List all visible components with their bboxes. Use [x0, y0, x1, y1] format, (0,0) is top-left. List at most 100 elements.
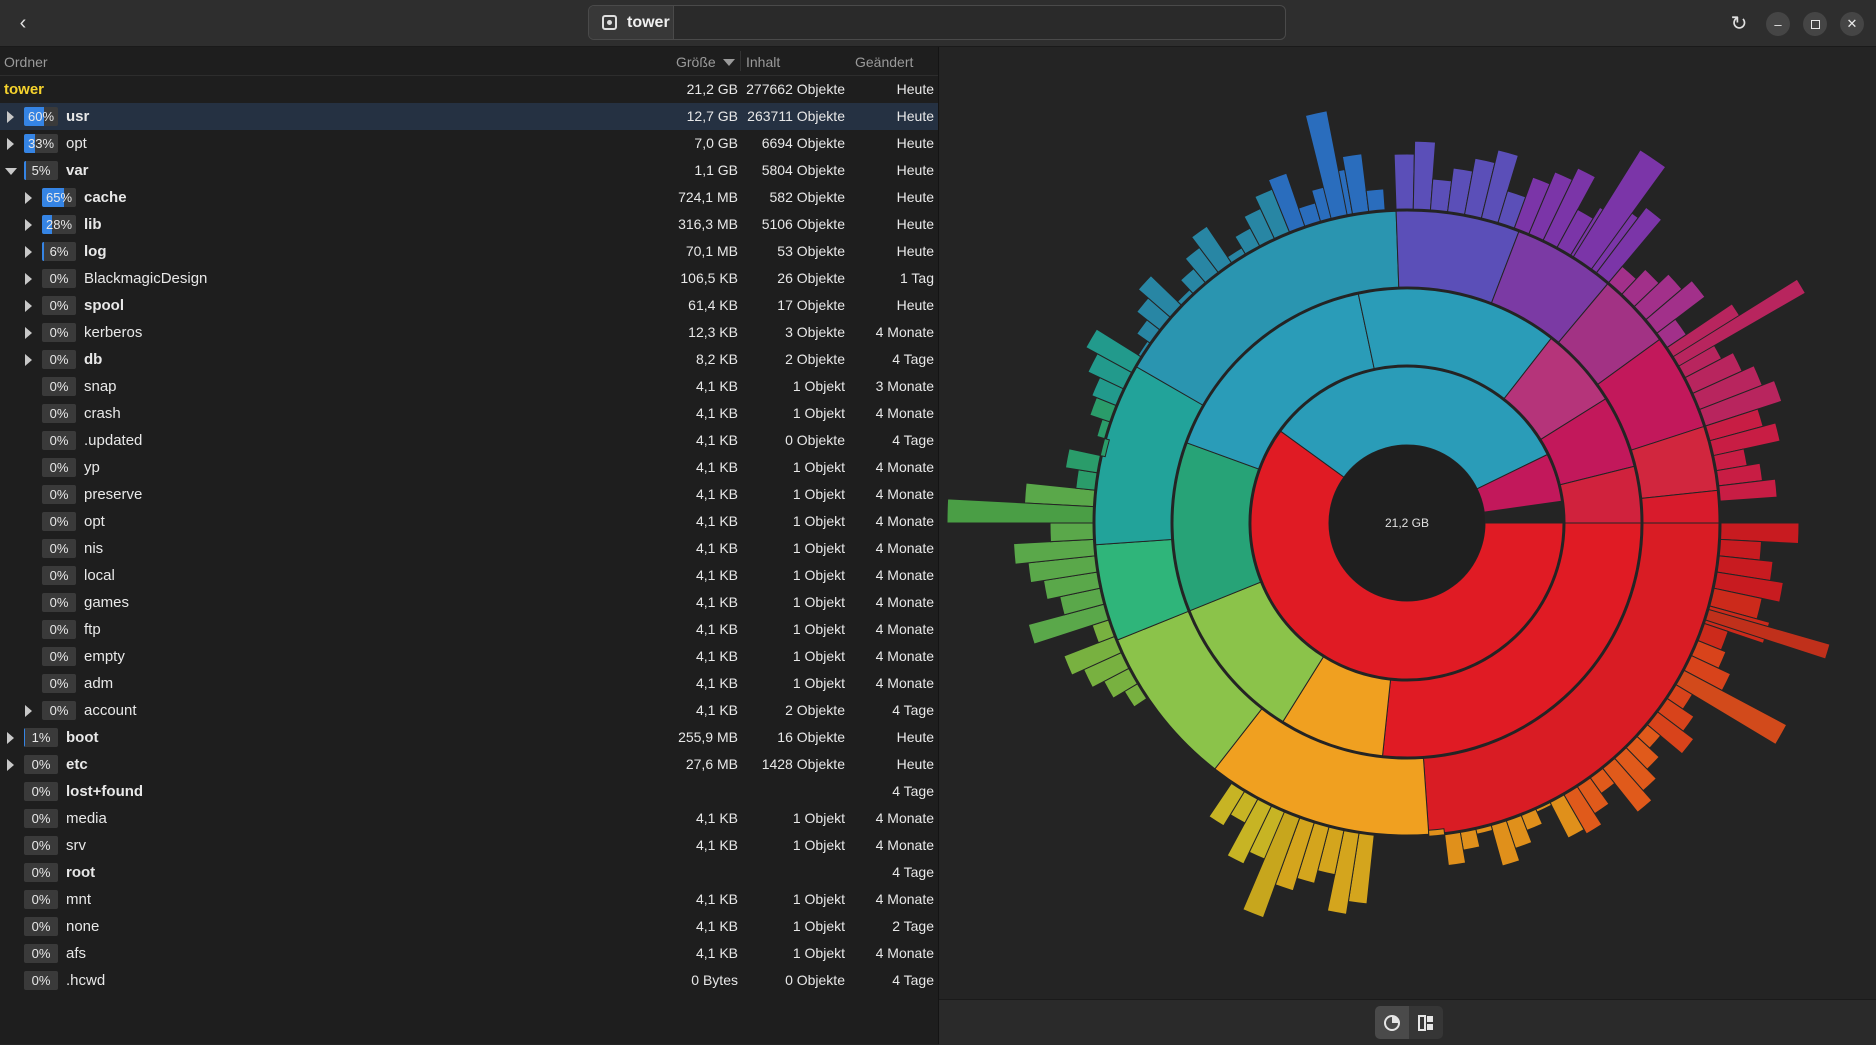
reload-button[interactable]: ↻ — [1722, 6, 1756, 40]
ring-segment[interactable] — [1393, 153, 1415, 210]
ring-segment[interactable] — [946, 498, 1094, 524]
table-row[interactable]: 33% opt 7,0 GB 6694 Objekte Heute — [0, 130, 938, 157]
chart-center-label: 21,2 GB — [1385, 516, 1429, 530]
table-row[interactable]: 0% lost+found 4 Tage — [0, 778, 938, 805]
folder-modified: 4 Monate — [875, 486, 934, 502]
table-row[interactable]: 0% opt 4,1 KB 1 Objekt 4 Monate — [0, 508, 938, 535]
table-row[interactable]: 0% media 4,1 KB 1 Objekt 4 Monate — [0, 805, 938, 832]
table-row[interactable]: 0% etc 27,6 MB 1428 Objekte Heute — [0, 751, 938, 778]
location-button[interactable]: tower — [589, 6, 674, 39]
percentage-bar: 0% — [42, 485, 76, 504]
ring-segment[interactable] — [1427, 828, 1446, 837]
table-row[interactable]: 0% local 4,1 KB 1 Objekt 4 Monate — [0, 562, 938, 589]
expander-closed-icon[interactable] — [25, 705, 32, 717]
expander-closed-icon[interactable] — [7, 759, 14, 771]
maximize-button[interactable] — [1803, 12, 1827, 36]
folder-modified: 4 Tage — [892, 351, 934, 367]
expander-closed-icon[interactable] — [25, 246, 32, 258]
table-row[interactable]: tower 21,2 GB 277662 Objekte Heute — [0, 76, 938, 103]
table-row[interactable]: 0% kerberos 12,3 KB 3 Objekte 4 Monate — [0, 319, 938, 346]
expander-closed-icon[interactable] — [25, 300, 32, 312]
ring-segment[interactable] — [1049, 522, 1094, 543]
table-row[interactable]: 0% root 4 Tage — [0, 859, 938, 886]
ring-segment[interactable] — [1641, 489, 1720, 524]
ring-segment[interactable] — [1672, 278, 1807, 367]
table-row[interactable]: 0% account 4,1 KB 2 Objekte 4 Tage — [0, 697, 938, 724]
table-row[interactable]: 0% .updated 4,1 KB 0 Objekte 4 Tage — [0, 427, 938, 454]
table-row[interactable]: 0% spool 61,4 KB 17 Objekte Heute — [0, 292, 938, 319]
pane-divider[interactable] — [938, 47, 939, 1044]
table-row[interactable]: 0% empty 4,1 KB 1 Objekt 4 Monate — [0, 643, 938, 670]
table-row[interactable]: 5% var 1,1 GB 5804 Objekte Heute — [0, 157, 938, 184]
rings-view-button[interactable] — [1375, 1006, 1409, 1039]
percentage-bar: 1% — [24, 728, 58, 747]
treemap-view-button[interactable] — [1409, 1006, 1443, 1039]
ring-segment[interactable] — [1365, 188, 1386, 212]
ring-segment[interactable] — [1559, 465, 1642, 524]
ring-segment[interactable] — [1381, 522, 1642, 758]
folder-modified: Heute — [896, 81, 934, 97]
expander-closed-icon[interactable] — [7, 111, 14, 123]
chart-center[interactable] — [1329, 445, 1485, 601]
table-row[interactable]: 0% none 4,1 KB 1 Objekt 2 Tage — [0, 913, 938, 940]
ring-segment[interactable] — [1572, 149, 1667, 270]
table-row[interactable]: 60% usr 12,7 GB 263711 Objekte Heute — [0, 103, 938, 130]
folder-modified: Heute — [896, 135, 934, 151]
table-row[interactable]: 0% db 8,2 KB 2 Objekte 4 Tage — [0, 346, 938, 373]
table-row[interactable]: 0% srv 4,1 KB 1 Objekt 4 Monate — [0, 832, 938, 859]
column-size[interactable]: Größe — [676, 54, 716, 70]
percentage-label: 0% — [49, 379, 69, 394]
percentage-label: 60% — [27, 109, 55, 124]
percentage-label: 0% — [49, 271, 69, 286]
table-row[interactable]: 0% crash 4,1 KB 1 Objekt 4 Monate — [0, 400, 938, 427]
table-row[interactable]: 0% yp 4,1 KB 1 Objekt 4 Monate — [0, 454, 938, 481]
table-row[interactable]: 0% BlackmagicDesign 106,5 KB 26 Objekte 1 Ta… — [0, 265, 938, 292]
close-button[interactable]: ✕ — [1840, 12, 1864, 36]
minimize-button[interactable]: – — [1766, 12, 1790, 36]
folder-size: 4,1 KB — [695, 432, 738, 448]
percentage-label: 0% — [49, 703, 69, 718]
expander-open-icon[interactable] — [5, 168, 17, 175]
ring-segment[interactable] — [1718, 478, 1778, 502]
expander-closed-icon[interactable] — [25, 354, 32, 366]
folder-modified: 4 Monate — [875, 405, 934, 421]
folder-items: 16 Objekte — [777, 729, 845, 745]
table-row[interactable]: 28% lib 316,3 MB 5106 Objekte Heute — [0, 211, 938, 238]
rings-chart[interactable]: 21,2 GB — [939, 47, 1876, 999]
expander-closed-icon[interactable] — [7, 138, 14, 150]
table-row[interactable]: 0% games 4,1 KB 1 Objekt 4 Monate — [0, 589, 938, 616]
treemap-chart-icon — [1418, 1014, 1433, 1031]
ring-segment[interactable] — [1304, 110, 1348, 219]
back-button[interactable]: ‹ — [6, 6, 40, 40]
expander-closed-icon[interactable] — [25, 327, 32, 339]
table-row[interactable]: 65% cache 724,1 MB 582 Objekte Heute — [0, 184, 938, 211]
expander-closed-icon[interactable] — [25, 273, 32, 285]
table-row[interactable]: 0% nis 4,1 KB 1 Objekt 4 Monate — [0, 535, 938, 562]
ring-segment[interactable] — [1675, 669, 1788, 746]
ring-segment[interactable] — [1075, 469, 1098, 491]
ring-segment[interactable] — [1705, 608, 1831, 660]
table-row[interactable]: 6% log 70,1 MB 53 Objekte Heute — [0, 238, 938, 265]
column-folder[interactable]: Ordner — [4, 54, 48, 70]
table-row[interactable]: 0% snap 4,1 KB 1 Objekt 3 Monate — [0, 373, 938, 400]
ring-segment[interactable] — [1064, 448, 1101, 474]
expander-closed-icon[interactable] — [25, 219, 32, 231]
table-row[interactable]: 0% .hcwd 0 Bytes 0 Objekte 4 Tage — [0, 967, 938, 994]
ring-segment[interactable] — [1208, 782, 1246, 827]
column-modified[interactable]: Geändert — [855, 54, 914, 70]
expander-closed-icon[interactable] — [7, 732, 14, 744]
ring-segment[interactable] — [1242, 811, 1301, 919]
path-bar[interactable]: tower — [588, 5, 1286, 40]
folder-items: 1 Objekt — [792, 378, 845, 394]
percentage-label: 0% — [49, 514, 69, 529]
table-row[interactable]: 1% boot 255,9 MB 16 Objekte Heute — [0, 724, 938, 751]
table-row[interactable]: 0% adm 4,1 KB 1 Objekt 4 Monate — [0, 670, 938, 697]
folder-name: spool — [84, 297, 124, 314]
column-content[interactable]: Inhalt — [746, 54, 781, 70]
table-row[interactable]: 0% ftp 4,1 KB 1 Objekt 4 Monate — [0, 616, 938, 643]
table-row[interactable]: 0% afs 4,1 KB 1 Objekt 4 Monate — [0, 940, 938, 967]
ring-segment[interactable] — [1172, 442, 1262, 612]
expander-closed-icon[interactable] — [25, 192, 32, 204]
table-row[interactable]: 0% preserve 4,1 KB 1 Objekt 4 Monate — [0, 481, 938, 508]
table-row[interactable]: 0% mnt 4,1 KB 1 Objekt 4 Monate — [0, 886, 938, 913]
